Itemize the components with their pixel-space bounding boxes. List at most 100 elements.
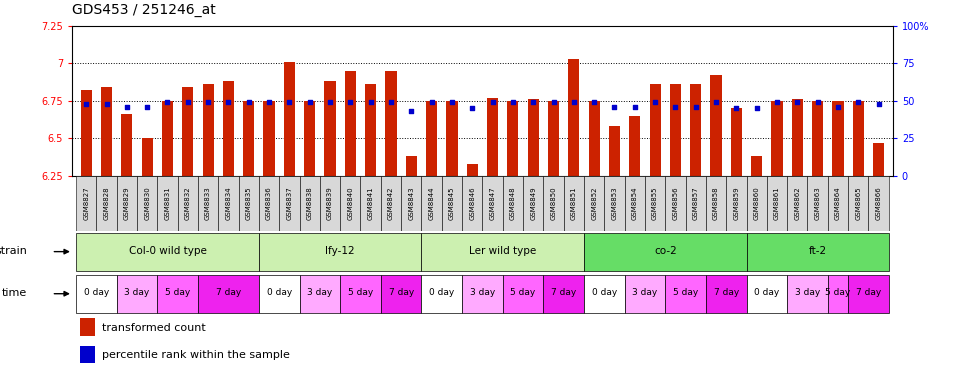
Point [383, 99, 398, 105]
Text: GSM8861: GSM8861 [774, 186, 780, 220]
Text: GSM8829: GSM8829 [124, 186, 130, 220]
Text: GSM8850: GSM8850 [550, 186, 557, 220]
Bar [81, 90, 92, 176]
Text: 7 day: 7 day [389, 288, 414, 297]
Text: 5 day: 5 day [348, 288, 373, 297]
Bar [645, 176, 665, 231]
Text: GSM8863: GSM8863 [815, 186, 821, 220]
Text: GSM8847: GSM8847 [490, 186, 495, 220]
Text: 5 day: 5 day [826, 288, 851, 297]
Point [159, 99, 175, 105]
Bar [828, 275, 848, 313]
Bar [548, 101, 559, 176]
Text: GSM8846: GSM8846 [469, 186, 475, 220]
Bar [543, 176, 564, 231]
Point [119, 104, 134, 109]
Bar [609, 126, 620, 176]
Bar [203, 84, 214, 176]
Point [281, 99, 297, 105]
Text: GSM8832: GSM8832 [185, 186, 191, 220]
Text: strain: strain [0, 246, 27, 256]
Bar [751, 156, 762, 176]
Point [180, 99, 196, 105]
Bar [320, 176, 340, 231]
Bar [442, 176, 462, 231]
Text: GSM8837: GSM8837 [286, 186, 293, 220]
Bar [848, 176, 869, 231]
Text: 5 day: 5 day [511, 288, 536, 297]
Bar [259, 176, 279, 231]
Point [607, 104, 622, 109]
Text: 3 day: 3 day [125, 288, 150, 297]
Text: 3 day: 3 day [795, 288, 820, 297]
Bar [848, 275, 889, 313]
Point [769, 99, 784, 105]
Text: 3 day: 3 day [307, 288, 332, 297]
Bar [543, 275, 584, 313]
Bar [665, 275, 706, 313]
Text: GSM8844: GSM8844 [428, 186, 435, 220]
Bar [710, 75, 722, 176]
Text: co-2: co-2 [654, 246, 677, 256]
Bar [157, 176, 178, 231]
Point [566, 99, 582, 105]
Bar [467, 164, 478, 176]
Text: GSM8831: GSM8831 [164, 186, 171, 220]
Text: GSM8849: GSM8849 [530, 186, 537, 220]
Bar [117, 275, 157, 313]
Bar [198, 275, 259, 313]
Bar [304, 101, 315, 176]
Bar [564, 176, 584, 231]
Point [851, 99, 866, 105]
Bar [588, 101, 600, 176]
Text: 0 day: 0 day [755, 288, 780, 297]
Bar [731, 108, 742, 176]
Bar [421, 275, 462, 313]
Point [485, 99, 500, 105]
Bar [869, 176, 889, 231]
Bar [584, 176, 604, 231]
Bar [406, 156, 417, 176]
Text: GSM8853: GSM8853 [612, 186, 617, 220]
Bar [365, 84, 376, 176]
Bar [503, 176, 523, 231]
Point [587, 99, 602, 105]
Bar [665, 176, 685, 231]
Bar [361, 176, 381, 231]
Text: 7 day: 7 day [855, 288, 881, 297]
Text: time: time [2, 288, 27, 298]
Text: 3 day: 3 day [469, 288, 495, 297]
Bar [690, 84, 702, 176]
Text: GSM8857: GSM8857 [693, 186, 699, 220]
Point [221, 99, 236, 105]
Point [729, 105, 744, 111]
Bar [747, 233, 889, 270]
Bar [507, 101, 518, 176]
Text: GSM8845: GSM8845 [449, 186, 455, 220]
Point [668, 104, 684, 109]
Text: GSM8852: GSM8852 [591, 186, 597, 220]
Bar [625, 275, 665, 313]
Point [444, 99, 460, 105]
Bar [706, 275, 747, 313]
Bar [787, 275, 828, 313]
Bar [828, 176, 848, 231]
Bar [807, 176, 828, 231]
Bar [503, 275, 543, 313]
Bar [345, 71, 356, 176]
Bar [852, 101, 864, 176]
Text: 7 day: 7 day [216, 288, 241, 297]
Text: 7 day: 7 day [551, 288, 576, 297]
Text: transformed count: transformed count [102, 322, 205, 333]
Text: GSM8838: GSM8838 [306, 186, 313, 220]
Text: GSM8840: GSM8840 [348, 186, 353, 220]
Point [323, 99, 338, 105]
Bar [178, 176, 198, 231]
Text: GSM8862: GSM8862 [794, 186, 801, 220]
Text: ft-2: ft-2 [808, 246, 827, 256]
Bar [629, 116, 640, 176]
Bar [259, 233, 421, 270]
Text: lfy-12: lfy-12 [325, 246, 355, 256]
Text: GSM8843: GSM8843 [408, 186, 415, 220]
Point [871, 101, 886, 107]
